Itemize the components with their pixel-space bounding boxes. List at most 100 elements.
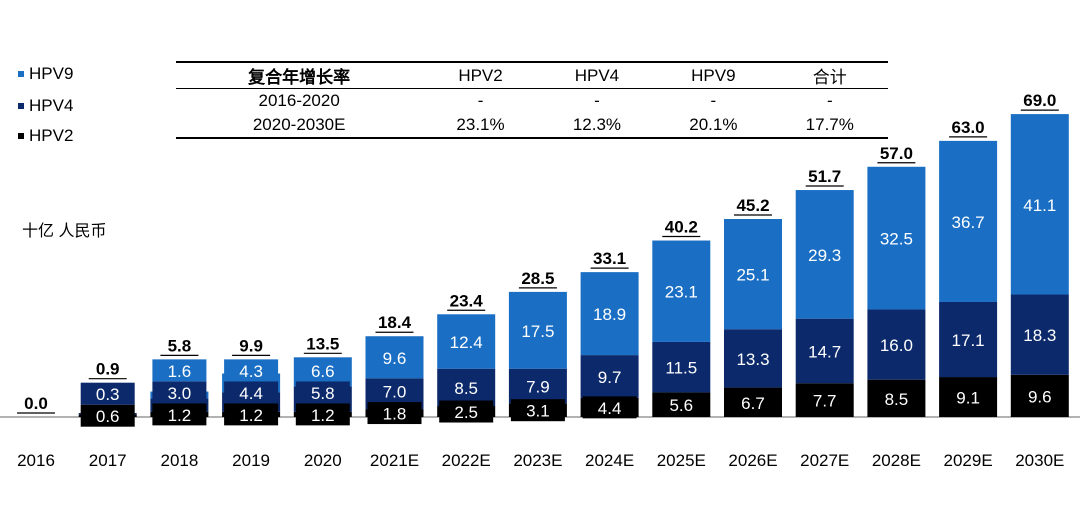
data-label-box <box>1012 193 1067 216</box>
cell: 2016-2020 <box>258 91 340 110</box>
x-tick-label: 2019 <box>232 451 270 470</box>
data-label-hpv9: 17.5 <box>521 322 554 341</box>
data-label-box <box>295 381 350 404</box>
data-label-box <box>295 359 350 382</box>
table-row: 2016-2020 - - - - <box>176 89 888 114</box>
data-label-hpv9: 41.1 <box>1023 196 1056 215</box>
legend-item-hpv9: HPV9 <box>18 64 73 84</box>
data-label-box <box>1012 384 1067 407</box>
data-label-box <box>439 376 494 399</box>
total-label: 69.0 <box>1023 91 1056 110</box>
data-label-box <box>439 400 494 423</box>
data-label-box <box>869 227 924 250</box>
x-tick-label: 2017 <box>89 451 127 470</box>
data-label-hpv9: 25.1 <box>736 266 769 285</box>
data-label-hpv9: 36.7 <box>952 213 985 232</box>
data-label-hpv2: 0.6 <box>96 407 120 426</box>
data-label-hpv2: 2.5 <box>454 403 478 422</box>
cell: 17.7% <box>805 115 854 134</box>
data-label-hpv4: 8.5 <box>454 379 478 398</box>
data-label-box <box>726 263 780 286</box>
legend-label: HPV4 <box>29 96 74 115</box>
data-label-box <box>367 346 422 369</box>
data-label-hpv4: 3.0 <box>168 384 192 403</box>
total-label: 40.2 <box>665 218 698 237</box>
cell: 12.3% <box>572 115 622 134</box>
data-label-box <box>797 243 852 266</box>
data-label-box <box>582 302 637 325</box>
data-label-hpv9: 4.3 <box>239 362 263 381</box>
data-label-hpv2: 1.2 <box>311 406 335 425</box>
total-label: 23.4 <box>450 291 484 310</box>
data-label-box <box>654 393 709 416</box>
data-label-hpv9: 18.9 <box>593 305 626 324</box>
data-label-box <box>1012 323 1067 346</box>
data-label-hpv4: 0.3 <box>96 385 120 404</box>
x-tick-label: 2025E <box>657 451 706 470</box>
data-label-hpv4: 5.8 <box>311 384 335 403</box>
data-label-hpv9: 9.6 <box>383 349 407 368</box>
x-tick-label: 2022E <box>442 451 491 470</box>
data-label-hpv2: 1.2 <box>168 406 192 425</box>
header-cell: 合计 <box>771 62 888 89</box>
total-label: 28.5 <box>521 269 554 288</box>
data-label-hpv9: 6.6 <box>311 362 335 381</box>
x-tick-label: 2027E <box>800 451 849 470</box>
legend-label: HPV9 <box>29 64 74 83</box>
data-label-box <box>152 403 207 426</box>
data-label-hpv2: 9.6 <box>1028 387 1052 406</box>
data-label-box <box>726 391 780 414</box>
data-label-hpv4: 11.5 <box>665 359 697 378</box>
x-tick-label: 2020 <box>304 451 342 470</box>
legend-swatch <box>18 103 24 109</box>
data-label-hpv2: 9.1 <box>956 389 980 408</box>
data-label-box <box>582 365 637 388</box>
total-label: 5.8 <box>168 336 192 355</box>
data-label-box <box>941 386 996 409</box>
data-label-box <box>224 381 279 404</box>
total-label: 63.0 <box>952 118 985 137</box>
data-label-hpv2: 1.2 <box>239 406 263 425</box>
cell: 2020-2030E <box>252 115 346 134</box>
legend-label: HPV2 <box>29 126 74 145</box>
x-tick-label: 2021E <box>370 451 419 470</box>
data-label-hpv9: 1.6 <box>168 362 192 381</box>
data-label-box <box>224 403 279 426</box>
cell: 20.1% <box>689 115 738 134</box>
data-label-hpv4: 13.3 <box>736 350 769 369</box>
cell: - <box>826 91 833 110</box>
data-label-box <box>152 359 207 382</box>
data-label-box <box>367 380 422 403</box>
header-cell: HPV4 <box>538 62 656 89</box>
data-label-hpv2: 3.1 <box>526 402 550 421</box>
data-label-box <box>869 333 924 356</box>
data-label-box <box>80 382 135 405</box>
data-label-hpv2: 1.8 <box>383 405 407 424</box>
data-label-hpv4: 18.3 <box>1023 326 1056 345</box>
x-tick-label: 2026E <box>728 451 777 470</box>
legend-swatch <box>18 71 24 77</box>
x-tick-label: 2030E <box>1015 451 1064 470</box>
data-label-hpv2: 6.7 <box>741 394 765 413</box>
table-header: 复合年增长率 HPV2 HPV4 HPV9 合计 <box>176 62 888 89</box>
legend-item-hpv4: HPV4 <box>18 96 73 116</box>
cagr-table: 复合年增长率 HPV2 HPV4 HPV9 合计 2016-2020 - - -… <box>176 61 888 139</box>
data-label-hpv9: 32.5 <box>880 230 913 249</box>
data-label-box <box>582 396 637 419</box>
data-label-hpv9: 23.1 <box>665 283 698 302</box>
x-tick-label: 2024E <box>585 451 634 470</box>
data-label-box <box>654 356 709 379</box>
data-label-box <box>654 280 709 303</box>
x-tick-label: 2018 <box>160 451 198 470</box>
x-tick-label: 2016 <box>17 451 55 470</box>
cell: - <box>594 91 600 110</box>
total-label: 33.1 <box>593 249 626 268</box>
header-cell: HPV9 <box>655 62 772 89</box>
total-label: 51.7 <box>808 167 841 186</box>
data-label-hpv2: 8.5 <box>885 390 909 409</box>
data-label-box <box>869 387 924 410</box>
data-label-hpv2: 4.4 <box>598 399 622 418</box>
data-label-box <box>439 330 494 353</box>
